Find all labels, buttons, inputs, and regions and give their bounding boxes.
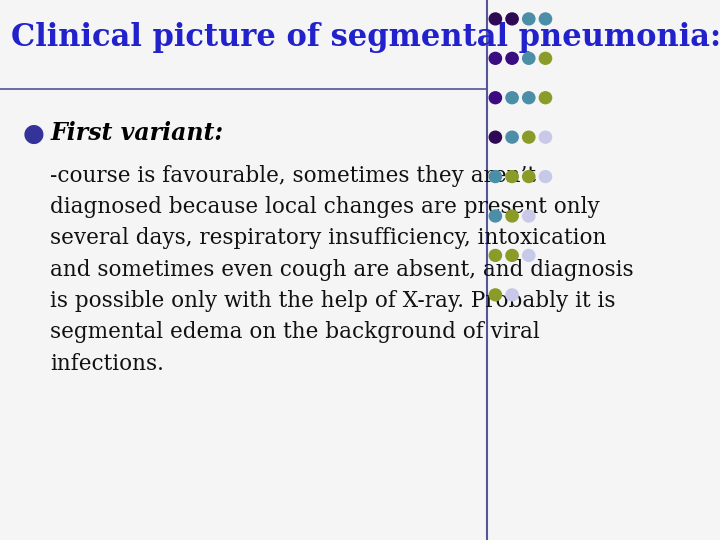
Circle shape: [506, 131, 518, 143]
Text: Clinical picture of segmental pneumonia:: Clinical picture of segmental pneumonia:: [11, 22, 720, 52]
Circle shape: [506, 289, 518, 301]
Circle shape: [523, 171, 535, 183]
Circle shape: [539, 52, 552, 64]
Circle shape: [523, 52, 535, 64]
Circle shape: [523, 210, 535, 222]
Circle shape: [539, 171, 552, 183]
Circle shape: [506, 92, 518, 104]
Circle shape: [490, 210, 502, 222]
Circle shape: [490, 131, 502, 143]
Circle shape: [539, 131, 552, 143]
Circle shape: [506, 249, 518, 261]
Circle shape: [539, 92, 552, 104]
Circle shape: [490, 52, 502, 64]
Circle shape: [490, 249, 502, 261]
Text: ●: ●: [22, 122, 44, 145]
Text: -course is favourable, sometimes they aren’t
diagnosed because local changes are: -course is favourable, sometimes they ar…: [50, 165, 634, 375]
Circle shape: [539, 13, 552, 25]
Text: First variant:: First variant:: [50, 122, 223, 145]
Circle shape: [490, 171, 502, 183]
Circle shape: [523, 92, 535, 104]
Circle shape: [506, 52, 518, 64]
Circle shape: [506, 171, 518, 183]
Circle shape: [523, 249, 535, 261]
Circle shape: [490, 289, 502, 301]
Circle shape: [490, 13, 502, 25]
Circle shape: [490, 92, 502, 104]
Circle shape: [506, 210, 518, 222]
Circle shape: [506, 13, 518, 25]
Circle shape: [523, 13, 535, 25]
Circle shape: [523, 131, 535, 143]
